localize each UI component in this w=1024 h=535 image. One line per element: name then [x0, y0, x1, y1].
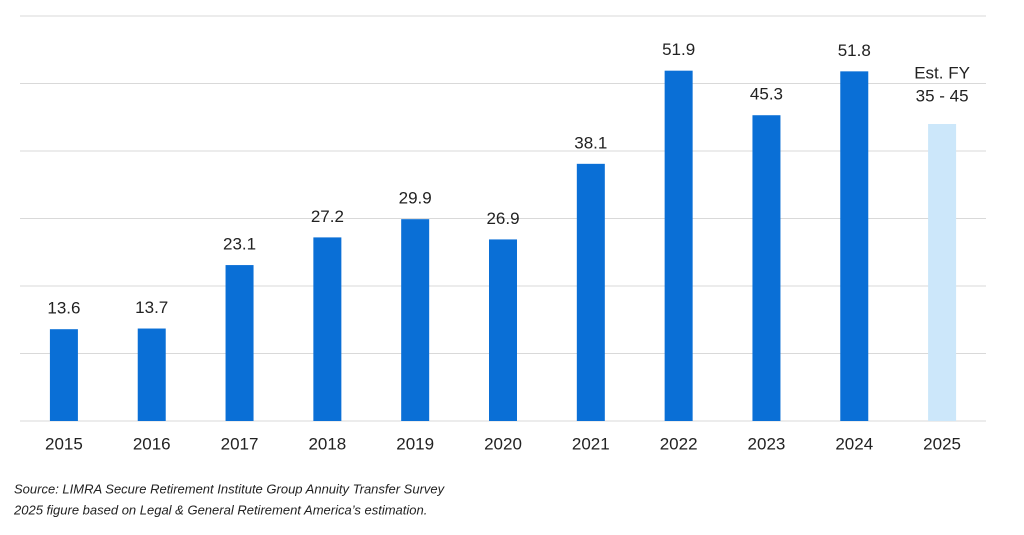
- bar: [49, 329, 78, 421]
- bar: [489, 239, 517, 421]
- estimate-label: Est. FY: [914, 63, 970, 82]
- estimate-label: 35 - 45: [916, 86, 969, 105]
- x-tick-label: 2018: [308, 434, 346, 453]
- value-label: 45.3: [750, 85, 783, 104]
- x-tick-label: 2024: [835, 434, 873, 453]
- value-label: 51.9: [662, 40, 695, 59]
- bar: [664, 70, 693, 422]
- bar: [401, 219, 430, 421]
- bar: [313, 237, 342, 421]
- x-tick-label: 2022: [660, 434, 698, 453]
- bar: [137, 328, 166, 421]
- value-label: 29.9: [399, 189, 432, 208]
- source-note: Source: LIMRA Secure Retirement Institut…: [14, 481, 446, 496]
- x-tick-label: 2021: [572, 434, 610, 453]
- x-tick-label: 2017: [221, 434, 259, 453]
- x-tick-label: 2016: [133, 434, 171, 453]
- value-label: 38.1: [574, 133, 607, 152]
- value-label: 13.7: [135, 298, 168, 317]
- x-tick-label: 2025: [923, 434, 961, 453]
- bar: [576, 163, 605, 421]
- value-label: 51.8: [838, 41, 871, 60]
- value-label: 27.2: [311, 207, 344, 226]
- value-label: 26.9: [486, 209, 519, 228]
- value-label: 13.6: [47, 299, 80, 318]
- x-tick-label: 2023: [748, 434, 786, 453]
- x-tick-label: 2019: [396, 434, 434, 453]
- bar: [752, 115, 781, 421]
- value-label: 23.1: [223, 235, 256, 254]
- bar: [928, 124, 957, 421]
- x-tick-label: 2020: [484, 434, 522, 453]
- bar: [840, 71, 869, 421]
- bar: [225, 265, 254, 421]
- estimate-note: 2025 figure based on Legal & General Ret…: [13, 502, 427, 517]
- x-tick-label: 2015: [45, 434, 83, 453]
